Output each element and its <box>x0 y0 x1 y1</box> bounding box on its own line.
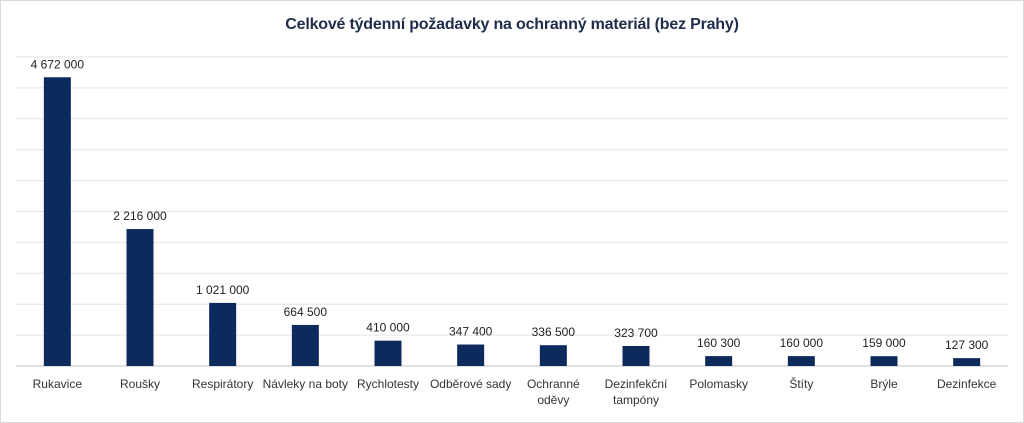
data-label: 160 000 <box>780 336 824 350</box>
data-label: 159 000 <box>862 336 906 350</box>
category-label: Odběrové sady <box>430 377 511 391</box>
bar <box>705 356 733 366</box>
data-label: 323 700 <box>614 326 658 340</box>
bars <box>43 77 981 367</box>
category-label: Štíty <box>789 376 813 391</box>
category-label: Rychlotesty <box>357 377 419 391</box>
data-label: 664 500 <box>284 305 328 319</box>
category-label: Respirátory <box>192 377 253 391</box>
bar <box>539 345 567 366</box>
bar <box>457 344 485 366</box>
bar <box>291 324 319 366</box>
data-label: 347 400 <box>449 325 493 339</box>
category-labels: Rukavice Roušky Respirátory Návleky na boty… <box>33 376 997 407</box>
category-label: Rukavice <box>33 377 83 391</box>
data-label: 1 021 000 <box>196 283 250 297</box>
category-label: Dezinfekce <box>937 377 997 391</box>
data-label: 2 216 000 <box>113 209 167 223</box>
data-labels: 4 672 000 2 216 000 1 021 000 664 500 410 00… <box>31 57 989 352</box>
data-label: 127 300 <box>945 338 989 352</box>
bar <box>870 356 898 366</box>
chart-title: Celkové týdenní požadavky na ochranný ma… <box>285 16 739 33</box>
bar <box>953 358 981 366</box>
category-label: Návleky na boty <box>263 377 348 391</box>
bar <box>126 229 154 366</box>
category-label: Polomasky <box>689 377 748 391</box>
bar <box>622 345 650 366</box>
data-label: 336 500 <box>532 325 576 339</box>
data-label: 4 672 000 <box>31 57 85 71</box>
category-label: oděvy <box>537 393 569 407</box>
bar <box>787 356 815 366</box>
category-label: tampóny <box>613 393 659 407</box>
bar <box>374 340 402 366</box>
bar <box>43 77 71 367</box>
bar <box>209 302 237 366</box>
data-label: 410 000 <box>366 321 410 335</box>
gridlines <box>16 56 1008 367</box>
category-label: Roušky <box>120 377 160 391</box>
category-label: Brýle <box>870 377 898 391</box>
data-label: 160 300 <box>697 336 741 350</box>
category-label: Ochranné <box>527 377 580 391</box>
category-label: Dezinfekční <box>605 377 668 391</box>
